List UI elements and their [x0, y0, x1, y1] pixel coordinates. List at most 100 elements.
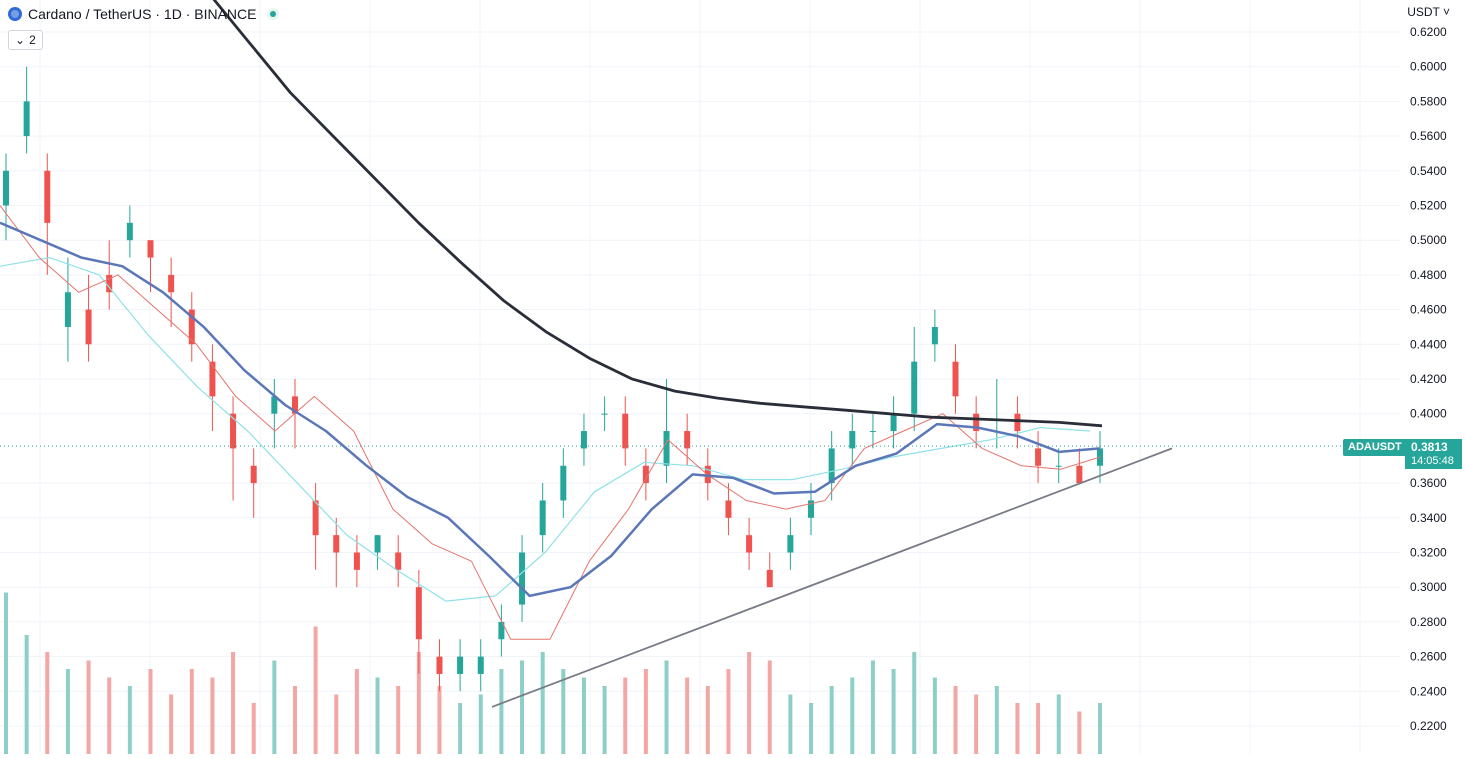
- currency-selector[interactable]: USDT ˅: [1407, 5, 1450, 19]
- volume-bar: [994, 686, 999, 754]
- volume-bar: [375, 677, 380, 754]
- candle-body: [787, 535, 794, 553]
- volume-bar: [520, 660, 525, 754]
- candle-body: [560, 465, 567, 501]
- candle-body: [601, 413, 608, 415]
- volume-bar: [932, 677, 937, 754]
- currency-label: USDT: [1407, 5, 1440, 19]
- y-axis-tick-label: 0.4600: [1410, 303, 1447, 317]
- chevron-down-icon: ˅: [1439, 5, 1450, 19]
- support-trendline: [491, 447, 1173, 708]
- volume-bar: [292, 686, 297, 754]
- volume-bar: [747, 652, 752, 754]
- chevron-down-icon: ⌄: [15, 33, 26, 47]
- volume-bar: [953, 686, 958, 754]
- candle-body: [188, 309, 195, 345]
- volume-bar: [581, 677, 586, 754]
- y-axis-tick-label: 0.4400: [1410, 337, 1447, 351]
- candle-body: [973, 413, 980, 432]
- volume-bar: [24, 635, 29, 754]
- chart-legend: Cardano / TetherUS · 1D · BINANCE: [8, 6, 279, 22]
- volume-bar: [1056, 694, 1061, 754]
- volume-bar: [664, 660, 669, 754]
- candle-body: [498, 621, 505, 640]
- volume-bar: [86, 660, 91, 754]
- candle-body: [580, 431, 587, 449]
- y-axis-tick-label: 0.6200: [1410, 25, 1447, 39]
- y-axis-tick-label: 0.4000: [1410, 407, 1447, 421]
- candle-body: [849, 431, 856, 449]
- volume-bar: [870, 660, 875, 754]
- y-axis-tick-label: 0.2800: [1410, 615, 1447, 629]
- candle-body: [64, 292, 71, 327]
- volume-bar: [726, 669, 731, 754]
- candle-body: [1014, 413, 1021, 432]
- candle-body: [23, 101, 30, 137]
- y-axis-tick-label: 0.4800: [1410, 268, 1447, 282]
- volume-bar: [685, 677, 690, 754]
- volume-bar: [416, 652, 421, 754]
- volume-bar: [127, 686, 132, 754]
- volume-bar: [623, 677, 628, 754]
- volume-bar: [809, 703, 814, 754]
- candle-body: [147, 240, 154, 258]
- volume-bar: [540, 652, 545, 754]
- bar-countdown: 14:05:48: [1411, 455, 1454, 467]
- candle-body: [869, 431, 876, 433]
- candle-body: [333, 535, 340, 553]
- y-axis-tick-label: 0.5800: [1410, 94, 1447, 108]
- volume-bar: [169, 694, 174, 754]
- candle-body: [539, 500, 546, 536]
- y-axis-tick-label: 0.3200: [1410, 546, 1447, 560]
- volume-bar: [767, 660, 772, 754]
- candle-body: [436, 656, 443, 674]
- indicators-toggle-button[interactable]: ⌄ 2: [8, 30, 43, 50]
- candle-body: [1076, 465, 1083, 484]
- volume-bar: [561, 669, 566, 754]
- volume-bar: [4, 592, 8, 754]
- volume-bar: [189, 669, 194, 754]
- cardano-logo-icon: [8, 7, 22, 21]
- volume-bar: [643, 669, 648, 754]
- volume-bar: [107, 677, 112, 754]
- candle-body: [931, 326, 938, 345]
- y-axis-tick-label: 0.5200: [1410, 199, 1447, 213]
- ma-long-line: [212, 0, 1103, 428]
- y-axis-tick-label: 0.5600: [1410, 129, 1447, 143]
- candle-body: [374, 535, 381, 553]
- market-status-icon: [266, 8, 279, 20]
- candle-body: [808, 500, 815, 518]
- volume-bar: [65, 669, 70, 754]
- volume-bar: [210, 677, 215, 754]
- volume-bar: [891, 669, 896, 754]
- volume-bar: [1015, 703, 1020, 754]
- volume-bar: [313, 626, 318, 754]
- y-axis-tick-label: 0.2200: [1410, 719, 1447, 733]
- volume-bar: [478, 694, 483, 754]
- y-axis-tick-label: 0.2400: [1410, 684, 1447, 698]
- candle-body: [746, 535, 753, 553]
- volume-bar: [458, 703, 463, 754]
- candle-body: [911, 361, 918, 414]
- y-axis-tick-label: 0.3000: [1410, 580, 1447, 594]
- volume-bar: [788, 694, 793, 754]
- candle-body: [230, 413, 237, 449]
- candle-body: [209, 361, 216, 397]
- y-axis-tick-label: 0.5000: [1410, 233, 1447, 247]
- ma-short-line: [0, 205, 1101, 640]
- volume-bar: [396, 686, 401, 754]
- volume-bar: [1036, 703, 1041, 754]
- y-axis-tick-label: 0.2600: [1410, 650, 1447, 664]
- candle-body: [106, 274, 113, 293]
- candle-body: [168, 274, 175, 293]
- candle-body: [684, 431, 691, 449]
- candle-body: [828, 448, 835, 484]
- y-axis-tick-label: 0.4200: [1410, 372, 1447, 386]
- candle-body: [1035, 448, 1042, 466]
- indicator-count: 2: [29, 33, 36, 47]
- candle-body: [663, 431, 670, 466]
- volume-bar: [499, 669, 504, 754]
- candle-body: [126, 222, 133, 241]
